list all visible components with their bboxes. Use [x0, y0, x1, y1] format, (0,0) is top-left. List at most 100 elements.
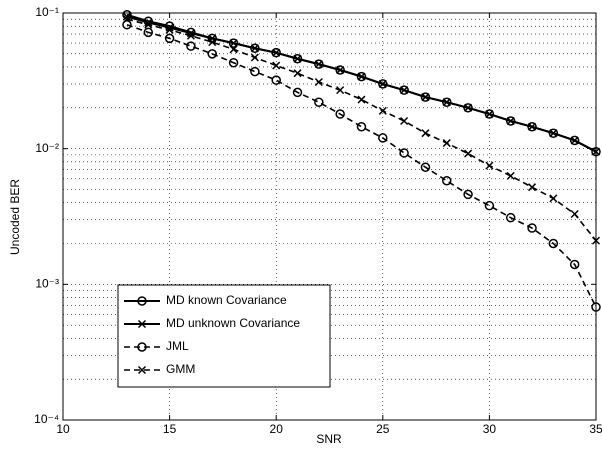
- data-point: [228, 57, 239, 68]
- data-point: [207, 49, 217, 59]
- data-point: [506, 171, 515, 180]
- data-point: [357, 72, 366, 81]
- data-point: [336, 65, 345, 75]
- data-point: [122, 15, 131, 24]
- data-point: [570, 136, 579, 145]
- data-point: [186, 41, 196, 51]
- x-tick-label: 20: [270, 422, 284, 436]
- data-point: [569, 135, 580, 146]
- data-point: [442, 139, 451, 148]
- data-point: [314, 60, 323, 69]
- data-point: [293, 54, 302, 63]
- data-point: [378, 106, 387, 115]
- legend-label: MD known Covariance: [166, 293, 287, 307]
- data-point: [484, 109, 495, 119]
- data-point: [484, 200, 495, 211]
- legend: MD known Covariance MD unknown Covariance…: [117, 284, 331, 388]
- data-point: [271, 75, 281, 85]
- data-point: [293, 69, 302, 78]
- data-point: [143, 27, 154, 38]
- data-point: [314, 97, 324, 107]
- data-point: [548, 128, 559, 138]
- data-point: [400, 86, 409, 95]
- x-axis-label: SNR: [316, 432, 342, 446]
- data-point: [549, 129, 558, 138]
- x-tick-label: 25: [376, 422, 390, 436]
- legend-label: GMM: [166, 362, 195, 376]
- legend-label: JML: [166, 339, 189, 353]
- data-point: [505, 212, 516, 223]
- data-point: [527, 223, 537, 233]
- data-point: [442, 176, 452, 186]
- plot-frame: [62, 12, 597, 421]
- data-point: [250, 66, 260, 77]
- data-point: [250, 53, 259, 62]
- x-tick-label: 30: [483, 422, 497, 436]
- legend-marker: [137, 342, 147, 352]
- data-point: [464, 103, 473, 112]
- data-point: [420, 162, 431, 172]
- data-point: [570, 209, 579, 219]
- data-point: [548, 238, 559, 249]
- data-point: [506, 116, 515, 126]
- data-point: [569, 259, 580, 270]
- data-point: [400, 116, 409, 126]
- y-tick-label: 10⁻⁴: [34, 412, 59, 426]
- data-point: [463, 189, 473, 200]
- data-point: [250, 44, 259, 53]
- data-point: [186, 31, 195, 40]
- data-point: [378, 133, 388, 143]
- legend-marker: [137, 296, 147, 306]
- data-point: [272, 48, 281, 57]
- data-point: [527, 122, 537, 132]
- data-point: [549, 194, 558, 203]
- data-point: [485, 161, 494, 170]
- data-point: [591, 147, 601, 156]
- x-tick-label: 10: [56, 422, 70, 436]
- data-point: [164, 33, 175, 44]
- data-point: [505, 116, 516, 126]
- y-tick-label: 10⁻²: [35, 141, 59, 155]
- legend-label: MD unknown Covariance: [166, 316, 300, 330]
- series-line: [126, 23, 597, 308]
- data-point: [378, 79, 388, 89]
- data-point: [421, 93, 430, 102]
- data-point: [399, 85, 409, 95]
- data-point: [165, 25, 174, 34]
- y-tick-label: 10⁻¹: [35, 5, 59, 19]
- data-point: [357, 95, 366, 104]
- series-line: [126, 18, 597, 242]
- data-point: [272, 61, 281, 70]
- data-point: [528, 183, 537, 192]
- data-point: [528, 122, 537, 131]
- data-point: [378, 79, 387, 88]
- data-point: [356, 71, 367, 82]
- data-point: [335, 65, 345, 75]
- y-axis-label: Uncoded BER: [8, 179, 22, 255]
- data-point: [485, 110, 494, 119]
- data-point: [122, 19, 132, 30]
- data-point: [229, 45, 238, 54]
- legend-marker: [137, 319, 147, 329]
- data-point: [229, 39, 238, 48]
- data-point: [208, 38, 217, 47]
- x-tick-label: 35: [589, 422, 602, 436]
- data-point: [464, 149, 473, 158]
- data-point: [591, 236, 601, 245]
- y-tick-label: 10⁻³: [35, 277, 59, 291]
- data-point: [399, 148, 409, 158]
- data-point: [421, 129, 430, 138]
- data-point: [591, 302, 601, 312]
- data-point: [144, 20, 153, 29]
- data-point: [122, 12, 131, 21]
- data-point: [591, 146, 601, 157]
- legend-marker: [137, 365, 147, 375]
- data-point: [335, 109, 345, 119]
- data-point: [463, 103, 473, 113]
- data-point: [356, 122, 367, 132]
- data-point: [314, 77, 323, 87]
- data-point: [292, 87, 303, 98]
- data-point: [336, 86, 345, 95]
- x-tick-label: 15: [163, 422, 177, 436]
